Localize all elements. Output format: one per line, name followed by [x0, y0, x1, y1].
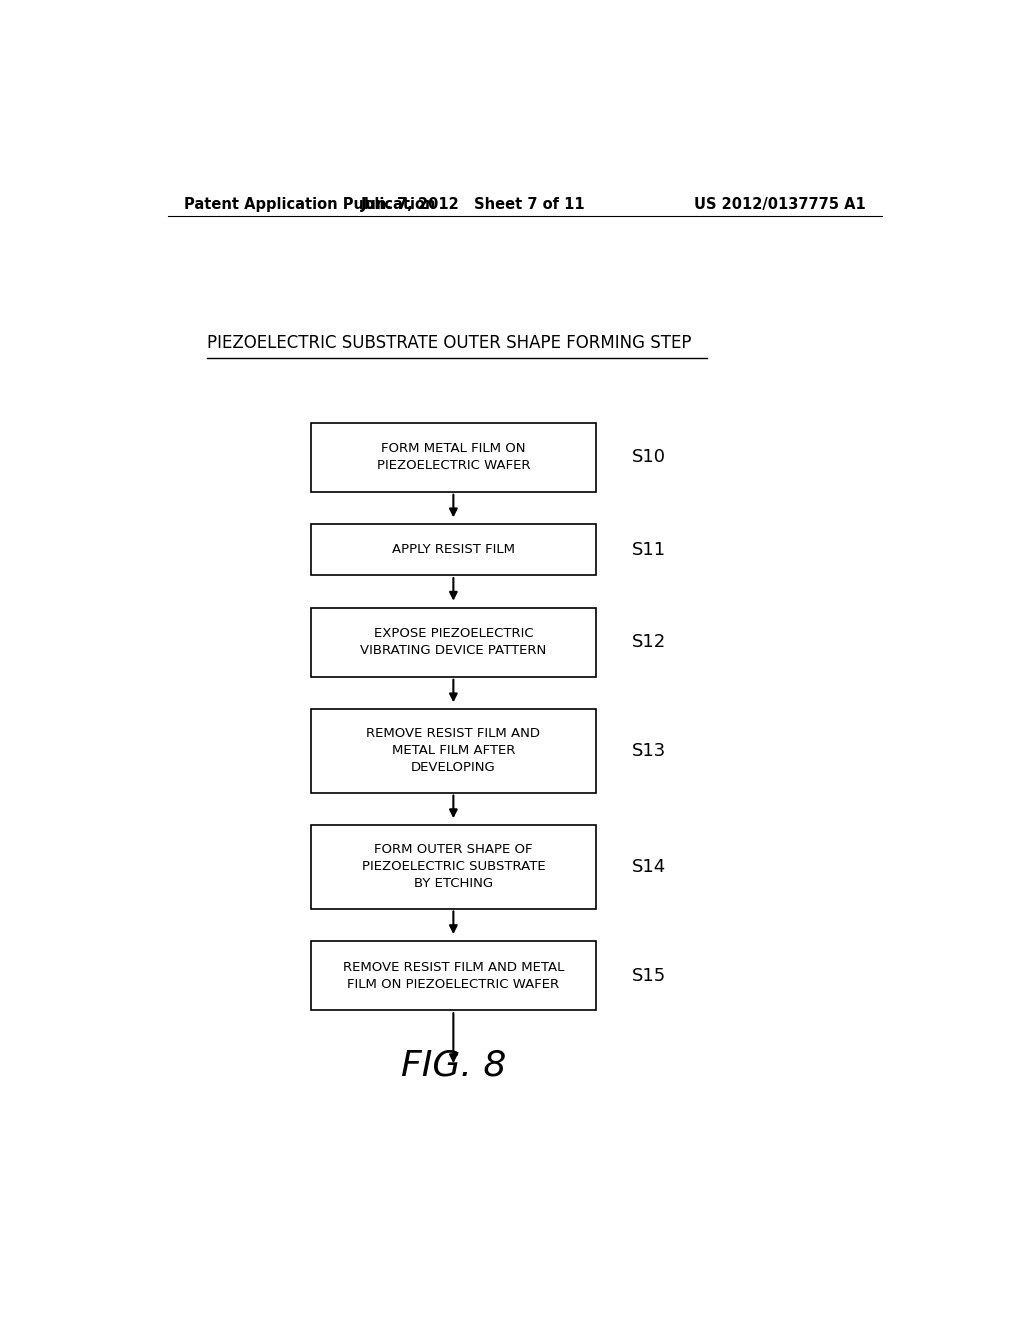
Text: US 2012/0137775 A1: US 2012/0137775 A1	[694, 197, 866, 211]
Text: Patent Application Publication: Patent Application Publication	[183, 197, 435, 211]
Text: S15: S15	[632, 966, 667, 985]
Text: FORM OUTER SHAPE OF
PIEZOELECTRIC SUBSTRATE
BY ETCHING: FORM OUTER SHAPE OF PIEZOELECTRIC SUBSTR…	[361, 843, 545, 890]
Text: S14: S14	[632, 858, 667, 876]
Bar	[310, 941, 596, 1010]
Text: S12: S12	[632, 634, 667, 651]
Text: EXPOSE PIEZOELECTRIC
VIBRATING DEVICE PATTERN: EXPOSE PIEZOELECTRIC VIBRATING DEVICE PA…	[360, 627, 547, 657]
Text: APPLY RESIST FILM: APPLY RESIST FILM	[392, 544, 515, 556]
Bar	[310, 709, 596, 792]
Bar	[310, 422, 596, 492]
Bar	[310, 524, 596, 576]
Text: FIG. 8: FIG. 8	[400, 1048, 506, 1082]
Bar	[310, 607, 596, 677]
Text: FORM METAL FILM ON
PIEZOELECTRIC WAFER: FORM METAL FILM ON PIEZOELECTRIC WAFER	[377, 442, 530, 473]
Bar	[310, 825, 596, 908]
Text: S10: S10	[632, 449, 666, 466]
Text: S11: S11	[632, 541, 666, 558]
Text: REMOVE RESIST FILM AND
METAL FILM AFTER
DEVELOPING: REMOVE RESIST FILM AND METAL FILM AFTER …	[367, 727, 541, 775]
Text: S13: S13	[632, 742, 667, 760]
Text: PIEZOELECTRIC SUBSTRATE OUTER SHAPE FORMING STEP: PIEZOELECTRIC SUBSTRATE OUTER SHAPE FORM…	[207, 334, 692, 351]
Text: REMOVE RESIST FILM AND METAL
FILM ON PIEZOELECTRIC WAFER: REMOVE RESIST FILM AND METAL FILM ON PIE…	[343, 961, 564, 990]
Text: Jun. 7, 2012   Sheet 7 of 11: Jun. 7, 2012 Sheet 7 of 11	[360, 197, 586, 211]
